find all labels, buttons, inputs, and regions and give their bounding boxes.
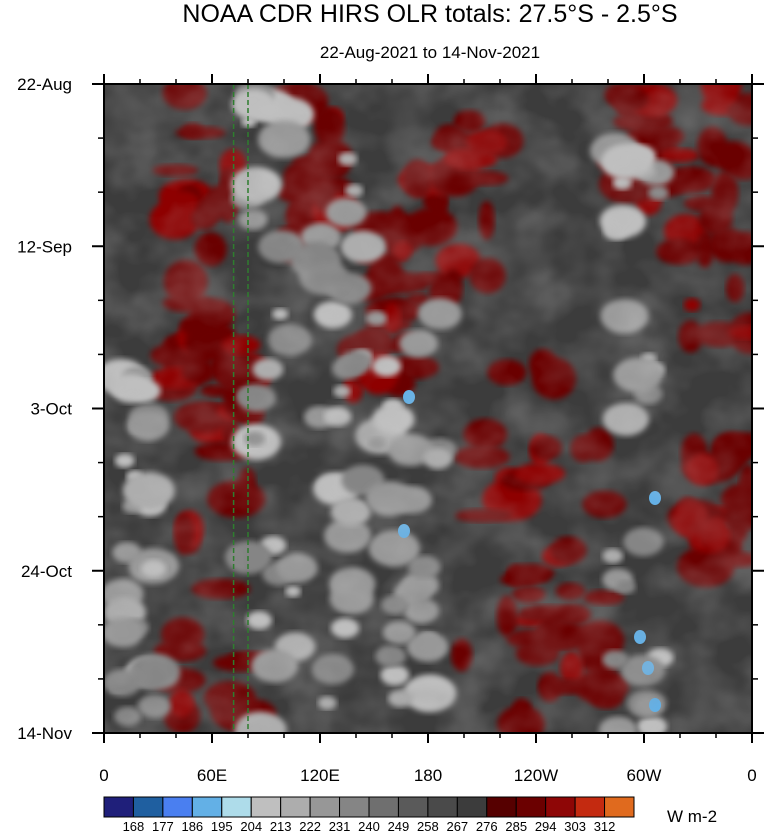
x-tick-label: 0 [747, 766, 756, 785]
colorbar-level-label: 303 [564, 819, 586, 834]
x-tick-label: 60W [627, 766, 662, 785]
colorbar-swatch [162, 796, 193, 818]
colorbar-swatch [250, 796, 282, 818]
colorbar-level-label: 267 [446, 819, 468, 834]
y-axis: 22-Aug 12-Sep 3-Oct 24-Oct 14-Nov [17, 75, 764, 743]
reference-lines [232, 84, 249, 733]
colorbar-swatch [515, 796, 547, 818]
colorbar-level-label: 312 [594, 819, 616, 834]
colorbar-swatch [368, 796, 399, 818]
x-axis: 0 60E 120E 180 120W 60W 0 [99, 74, 757, 785]
colorbar-swatch [191, 796, 223, 818]
colorbar-level-label: 249 [388, 819, 410, 834]
x-tick-label: 120W [514, 766, 558, 785]
colorbar-swatch [486, 796, 517, 818]
colorbar-swatch [280, 796, 311, 818]
y-tick-label: 3-Oct [30, 400, 72, 419]
y-tick-label: 14-Nov [17, 724, 72, 743]
x-tick-label: 0 [99, 766, 108, 785]
colorbar-level-label: 177 [152, 819, 174, 834]
colorbar-level-label: 231 [329, 819, 351, 834]
colorbar-swatch [397, 796, 429, 818]
chart-title: NOAA CDR HIRS OLR totals: 27.5°S - 2.5°S [182, 0, 677, 28]
colorbar-level-label: 195 [211, 819, 233, 834]
colorbar-swatch [545, 796, 576, 818]
colorbar-swatch [132, 796, 164, 818]
colorbar-level-label: 204 [240, 819, 262, 834]
noise-texture [104, 84, 752, 733]
colorbar-swatch [604, 796, 635, 818]
colorbar: 168 177 186 195 204 213 222 231 240 249 258 267 276 2… [103, 796, 635, 834]
colorbar-level-label: 258 [417, 819, 439, 834]
colorbar-swatch [456, 796, 488, 818]
colorbar-swatch [103, 796, 134, 818]
colorbar-level-label: 222 [299, 819, 321, 834]
colorbar-swatch [339, 796, 370, 818]
colorbar-level-label: 186 [181, 819, 203, 834]
colorbar-swatch [427, 796, 458, 818]
plot-area [104, 84, 752, 733]
x-tick-label: 120E [300, 766, 340, 785]
colorbar-level-label: 168 [123, 819, 145, 834]
units-label: W m-2 [667, 807, 717, 826]
colorbar-level-label: 240 [358, 819, 380, 834]
x-tick-label: 180 [414, 766, 442, 785]
chart-subtitle: 22-Aug-2021 to 14-Nov-2021 [320, 43, 540, 62]
y-tick-label: 12-Sep [17, 237, 72, 256]
x-tick-label: 60E [197, 766, 227, 785]
colorbar-swatch [309, 796, 341, 818]
colorbar-level-label: 285 [505, 819, 527, 834]
colorbar-swatch [221, 796, 252, 818]
colorbar-level-label: 276 [476, 819, 498, 834]
colorbar-level-label: 294 [535, 819, 557, 834]
colorbar-level-label: 213 [270, 819, 292, 834]
colorbar-swatch [574, 796, 606, 818]
y-tick-label: 22-Aug [17, 75, 72, 94]
y-tick-label: 24-Oct [21, 562, 72, 581]
